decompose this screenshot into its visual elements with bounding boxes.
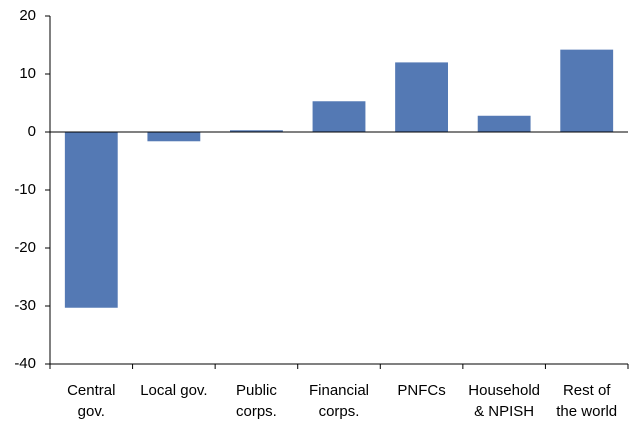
bar — [477, 115, 531, 132]
x-tick-label: corps. — [319, 403, 360, 420]
x-tick-label: PNFCs — [397, 382, 445, 399]
x-tick-label: & NPISH — [474, 403, 534, 420]
x-tick-label: Household — [468, 382, 540, 399]
x-tick-label: corps. — [236, 403, 277, 420]
bar — [395, 62, 448, 132]
y-tick-label: -10 — [14, 181, 36, 198]
y-tick-label: -30 — [14, 297, 36, 314]
y-tick-label: -40 — [14, 355, 36, 372]
x-tick-label: Public — [236, 382, 277, 399]
bar — [312, 101, 366, 132]
y-tick-label: 10 — [19, 65, 36, 82]
bar — [147, 132, 201, 142]
y-tick-label: -20 — [14, 239, 36, 256]
y-tick-label: 20 — [19, 7, 36, 24]
x-tick-label: Rest of — [563, 382, 611, 399]
y-tick-label: 0 — [28, 123, 36, 140]
x-tick-label: Financial — [309, 382, 369, 399]
x-tick-label: the world — [556, 403, 617, 420]
bar — [64, 132, 118, 308]
bar — [230, 130, 283, 132]
bar — [560, 49, 614, 132]
x-tick-label: Central — [67, 382, 115, 399]
x-tick-label: gov. — [78, 403, 105, 420]
x-tick-label: Local gov. — [140, 382, 207, 399]
